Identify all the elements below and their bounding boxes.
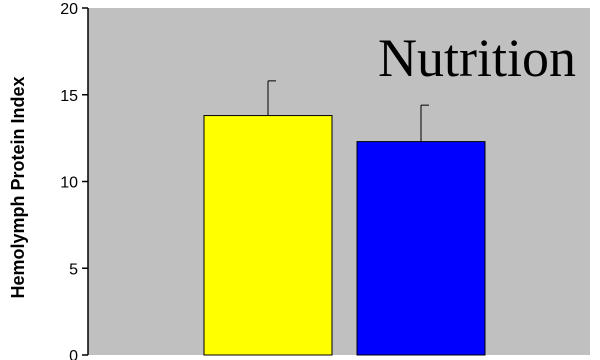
plot-area [88,8,590,355]
y-tick-label: 20 [60,1,78,18]
y-axis-label: Hemolymph Protein Index [8,76,28,298]
bar-2 [356,141,486,356]
y-tick-label: 10 [60,175,78,192]
y-tick-label: 0 [69,348,78,360]
chart-title: Nutrition [378,28,576,88]
y-tick-label: 15 [60,88,78,105]
y-tick-label: 5 [69,261,78,278]
bar-1 [203,115,333,356]
